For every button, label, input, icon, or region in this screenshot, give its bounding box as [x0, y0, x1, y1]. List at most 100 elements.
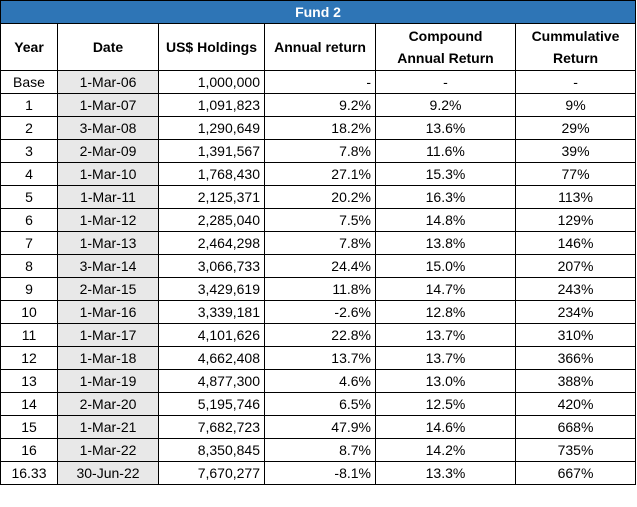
cell-holdings: 1,000,000	[158, 70, 265, 94]
table-row: 8 3-Mar-14 3,066,733 24.4% 15.0% 207%	[0, 254, 637, 278]
table-row: 2 3-Mar-08 1,290,649 18.2% 13.6% 29%	[0, 116, 637, 140]
cell-holdings: 1,091,823	[158, 93, 265, 117]
cell-compound-annual-return: 13.6%	[375, 116, 516, 140]
header-row: Year Date US$ Holdings Annual return Com…	[0, 23, 637, 71]
cell-holdings: 1,768,430	[158, 162, 265, 186]
cell-compound-annual-return: 13.7%	[375, 323, 516, 347]
cell-year: 2	[0, 116, 58, 140]
table-row: 11 1-Mar-17 4,101,626 22.8% 13.7% 310%	[0, 323, 637, 347]
cell-annual-return: -	[264, 70, 376, 94]
cell-cumulative-return: 366%	[514, 346, 637, 370]
cell-date: 1-Mar-10	[57, 162, 159, 186]
cell-year: Base	[0, 70, 58, 94]
cell-date: 1-Mar-11	[57, 185, 159, 209]
cell-cumulative-return: 207%	[514, 254, 637, 278]
cell-holdings: 3,339,181	[158, 300, 265, 324]
cell-cumulative-return: 388%	[514, 369, 637, 393]
cell-compound-annual-return: 14.2%	[375, 438, 516, 462]
cell-annual-return: 11.8%	[264, 277, 376, 301]
table-row: 13 1-Mar-19 4,877,300 4.6% 13.0% 388%	[0, 369, 637, 393]
cell-year: 13	[0, 369, 58, 393]
cell-compound-annual-return: 14.7%	[375, 277, 516, 301]
cell-holdings: 3,066,733	[158, 254, 265, 278]
table-row: 10 1-Mar-16 3,339,181 -2.6% 12.8% 234%	[0, 300, 637, 324]
cell-year: 5	[0, 185, 58, 209]
table-row: 9 2-Mar-15 3,429,619 11.8% 14.7% 243%	[0, 277, 637, 301]
cell-annual-return: 47.9%	[264, 415, 376, 439]
cell-annual-return: 6.5%	[264, 392, 376, 416]
cell-annual-return: 7.5%	[264, 208, 376, 232]
cell-date: 1-Mar-22	[57, 438, 159, 462]
cell-annual-return: 18.2%	[264, 116, 376, 140]
cell-year: 3	[0, 139, 58, 163]
cell-annual-return: -2.6%	[264, 300, 376, 324]
table-row: 16 1-Mar-22 8,350,845 8.7% 14.2% 735%	[0, 438, 637, 462]
cell-date: 2-Mar-09	[57, 139, 159, 163]
cell-annual-return: 24.4%	[264, 254, 376, 278]
cell-date: 1-Mar-19	[57, 369, 159, 393]
cell-holdings: 2,285,040	[158, 208, 265, 232]
cell-cumulative-return: 113%	[514, 185, 637, 209]
table-row: 3 2-Mar-09 1,391,567 7.8% 11.6% 39%	[0, 139, 637, 163]
table-row: Base 1-Mar-06 1,000,000- - -	[0, 70, 637, 94]
cell-compound-annual-return: 12.8%	[375, 300, 516, 324]
table-row: 1 1-Mar-07 1,091,823 9.2% 9.2% 9%	[0, 93, 637, 117]
cell-compound-annual-return: 13.7%	[375, 346, 516, 370]
cell-cumulative-return: 129%	[514, 208, 637, 232]
cell-compound-annual-return: 13.0%	[375, 369, 516, 393]
cell-date: 3-Mar-14	[57, 254, 159, 278]
cell-compound-annual-return: -	[375, 70, 516, 94]
header-year: Year	[0, 23, 58, 71]
cell-compound-annual-return: 14.8%	[375, 208, 516, 232]
cell-year: 11	[0, 323, 58, 347]
table-body: Base 1-Mar-06 1,000,000- - -1 1-Mar-07 1,091,8…	[0, 70, 637, 485]
cell-compound-annual-return: 13.8%	[375, 231, 516, 255]
table-row: 16.33 30-Jun-22 7,670,277 -8.1% 13.3% 667%	[0, 461, 637, 485]
cell-annual-return: 22.8%	[264, 323, 376, 347]
cell-cumulative-return: 39%	[514, 139, 637, 163]
header-annual-return: Annual return	[264, 23, 376, 71]
cell-cumulative-return: 146%	[514, 231, 637, 255]
cell-cumulative-return: -	[514, 70, 637, 94]
cell-year: 10	[0, 300, 58, 324]
cell-annual-return: 8.7%	[264, 438, 376, 462]
header-compound-line1: Compound	[408, 28, 483, 44]
cell-annual-return: 7.8%	[264, 231, 376, 255]
cell-year: 14	[0, 392, 58, 416]
cell-annual-return: 27.1%	[264, 162, 376, 186]
cell-cumulative-return: 234%	[514, 300, 637, 324]
cell-cumulative-return: 667%	[514, 461, 637, 485]
cell-date: 1-Mar-18	[57, 346, 159, 370]
table-title: Fund 2	[0, 0, 637, 24]
cell-year: 8	[0, 254, 58, 278]
cell-annual-return: 20.2%	[264, 185, 376, 209]
cell-holdings: 1,290,649	[158, 116, 265, 140]
cell-date: 1-Mar-16	[57, 300, 159, 324]
cell-cumulative-return: 420%	[514, 392, 637, 416]
cell-cumulative-return: 243%	[514, 277, 637, 301]
table-row: 4 1-Mar-10 1,768,430 27.1% 15.3% 77%	[0, 162, 637, 186]
table-row: 14 2-Mar-20 5,195,746 6.5% 12.5% 420%	[0, 392, 637, 416]
cell-cumulative-return: 735%	[514, 438, 637, 462]
cell-year: 1	[0, 93, 58, 117]
cell-annual-return: 4.6%	[264, 369, 376, 393]
cell-compound-annual-return: 13.3%	[375, 461, 516, 485]
cell-holdings: 8,350,845	[158, 438, 265, 462]
cell-date: 1-Mar-13	[57, 231, 159, 255]
cell-holdings: 7,682,723	[158, 415, 265, 439]
header-cumulative-line1: Cummulative	[531, 28, 620, 44]
cell-cumulative-return: 9%	[514, 93, 637, 117]
cell-holdings: 7,670,277	[158, 461, 265, 485]
header-compound-annual-return: Compound Annual Return	[375, 23, 516, 71]
cell-year: 12	[0, 346, 58, 370]
cell-annual-return: -8.1%	[264, 461, 376, 485]
cell-cumulative-return: 77%	[514, 162, 637, 186]
fund-table: Fund 2 Year Date US$ Holdings Annual ret…	[0, 0, 637, 485]
cell-year: 9	[0, 277, 58, 301]
cell-holdings: 4,662,408	[158, 346, 265, 370]
table-row: 15 1-Mar-21 7,682,723 47.9% 14.6% 668%	[0, 415, 637, 439]
table-row: 7 1-Mar-13 2,464,298 7.8% 13.8% 146%	[0, 231, 637, 255]
cell-date: 1-Mar-12	[57, 208, 159, 232]
cell-holdings: 1,391,567	[158, 139, 265, 163]
cell-date: 2-Mar-20	[57, 392, 159, 416]
